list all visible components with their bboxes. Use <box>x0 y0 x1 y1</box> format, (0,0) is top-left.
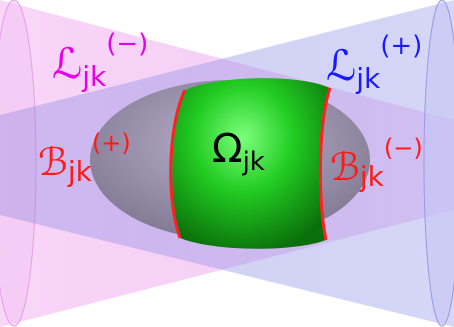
label-B-plus-sup: (+) <box>92 129 131 157</box>
omega-region <box>172 78 330 249</box>
left-boundary-curve <box>169 89 187 239</box>
blue-cone-mouth <box>423 0 454 327</box>
label-omega-sub: jk <box>242 147 265 177</box>
label-L-minus: ℒjk(−) <box>52 29 148 93</box>
label-B-minus-sup: (−) <box>384 134 423 162</box>
label-B-plus: ℬjk(+) <box>38 129 131 188</box>
label-B-minus-base: ℬ <box>330 145 360 189</box>
label-B-plus-base: ℬ <box>38 140 68 184</box>
label-L-minus-sub: jk <box>81 60 107 93</box>
label-L-minus-sup: (−) <box>106 29 148 59</box>
label-omega: Ωjk <box>212 126 265 177</box>
label-B-minus: ℬjk(−) <box>330 134 423 193</box>
label-B-minus-sub: jk <box>359 160 385 193</box>
label-L-plus-sup: (+) <box>380 31 422 61</box>
label-L-plus-sub: jk <box>355 62 381 95</box>
label-L-plus: ℒjk(+) <box>326 31 422 95</box>
label-omega-base: Ω <box>212 126 243 172</box>
right-boundary-curve <box>318 87 332 241</box>
label-L-minus-base: ℒ <box>52 39 82 88</box>
label-L-plus-base: ℒ <box>326 41 356 90</box>
label-B-plus-sub: jk <box>67 155 93 188</box>
